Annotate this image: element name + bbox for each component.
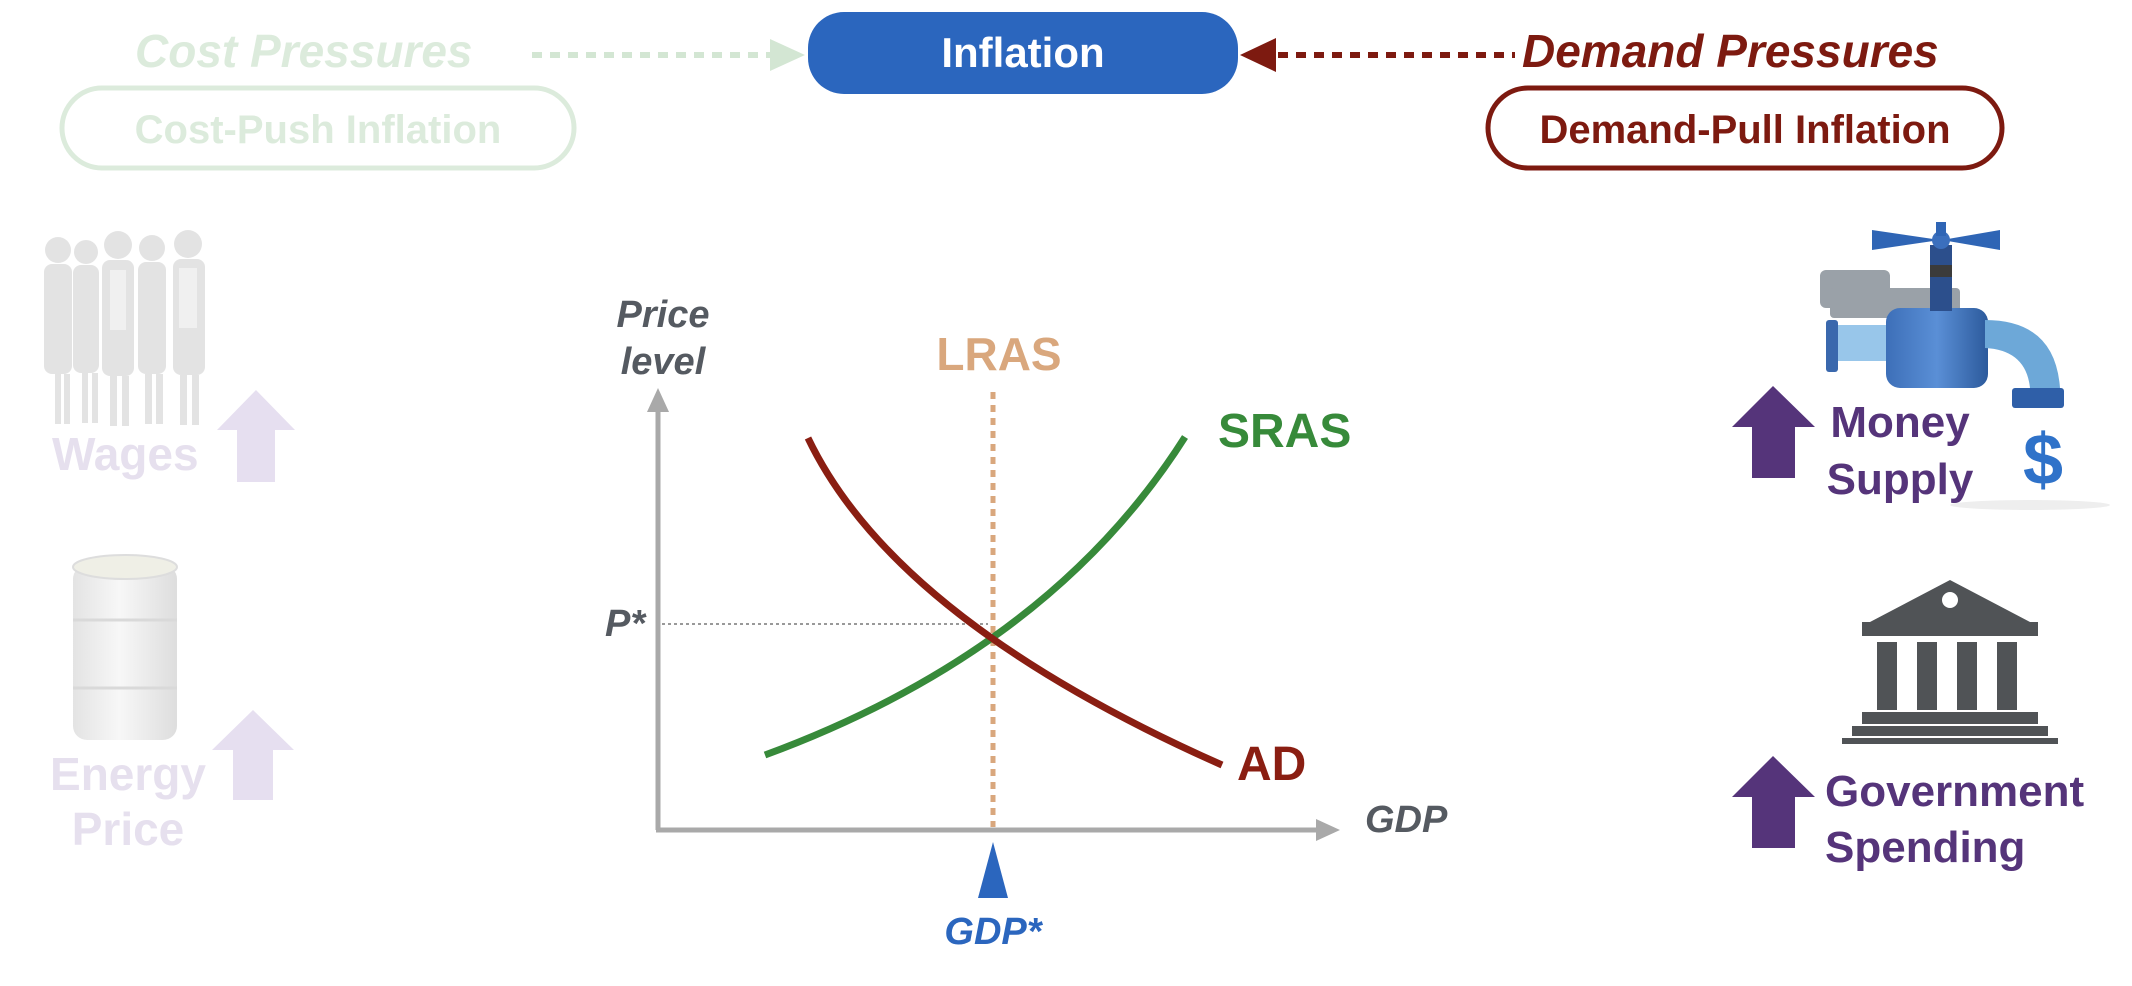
ad-curve [804, 436, 1224, 769]
government-spending-label-line1: Government [1825, 767, 2085, 816]
sras-label: SRAS [1218, 405, 1351, 458]
sras-curve [763, 435, 1188, 759]
dollar-sign-icon: $ [2023, 420, 2063, 500]
faucet-shadow [1950, 500, 2110, 510]
demand-pull-label: Demand-Pull Inflation [1539, 108, 1950, 152]
government-spending-up-arrow-icon [1732, 756, 1815, 848]
demand-to-inflation-arrowhead [1240, 38, 1276, 72]
cost-pressures-label: Cost Pressures [135, 25, 473, 77]
energy-up-arrow-icon [212, 710, 294, 800]
y-axis-label-line2: level [621, 341, 707, 383]
money-supply-label-line1: Money [1830, 398, 1970, 447]
ad-as-chart: Price level GDP P* LRAS SRAS AD GDP* [605, 294, 1448, 953]
wages-label: Wages [52, 428, 199, 480]
money-supply-up-arrow-icon [1732, 386, 1815, 478]
wages-up-arrow-icon [217, 390, 295, 482]
inflation-label: Inflation [941, 29, 1104, 76]
energy-price-label-line1: Energy [50, 748, 206, 800]
cost-to-inflation-arrowhead [770, 39, 805, 71]
energy-price-label-line2: Price [72, 803, 185, 855]
x-axis-label: GDP [1365, 799, 1448, 841]
gdp-star-marker-icon [978, 842, 1008, 898]
y-axis-arrowhead [647, 388, 669, 412]
lras-label: LRAS [936, 328, 1061, 380]
y-axis-label-line1: Price [617, 294, 710, 336]
inflation-box [808, 12, 1238, 94]
demand-pressures-label: Demand Pressures [1522, 25, 1939, 77]
p-star-label: P* [605, 603, 647, 645]
gdp-star-label: GDP* [944, 911, 1043, 953]
x-axis-arrowhead [1316, 819, 1340, 841]
money-supply-label-line2: Supply [1827, 455, 1974, 504]
demand-pull-box [1485, 85, 2005, 171]
faucet-icon [1820, 222, 2064, 408]
cost-push-label: Cost-Push Inflation [135, 108, 502, 152]
ad-label: AD [1237, 738, 1306, 791]
cost-push-box [59, 85, 577, 171]
workers-icon [44, 230, 205, 426]
oil-barrel-icon [72, 554, 178, 740]
government-building-icon [1842, 580, 2058, 744]
government-spending-label-line2: Spending [1825, 823, 2025, 872]
